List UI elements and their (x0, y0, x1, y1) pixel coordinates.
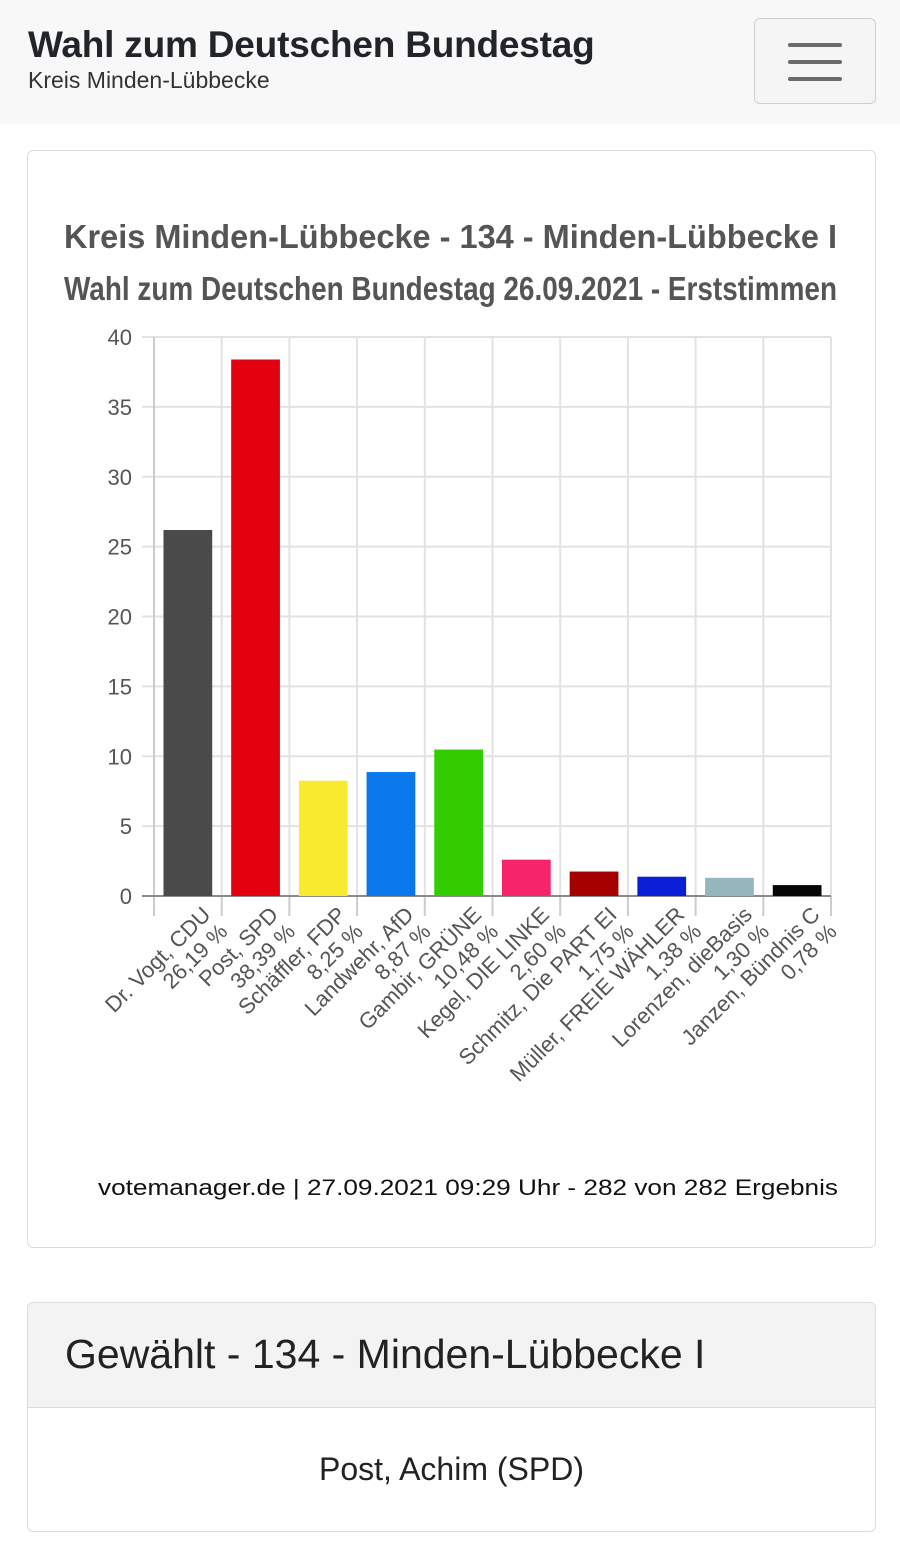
y-tick-label: 25 (108, 535, 132, 560)
elected-title: Gewählt - 134 - Minden-Lübbecke I (65, 1331, 706, 1377)
chart-card: 0 5 10 15 20 25 30 35 40 Dr. Vogt, CDU26,19 % Post… (27, 150, 876, 1248)
bar-5 (434, 749, 484, 896)
top-navbar: Wahl zum Deutschen Bundestag Kreis Minde… (0, 0, 900, 124)
y-tick-label: 5 (120, 814, 132, 839)
bar-10 (772, 885, 822, 896)
bar-9 (705, 877, 754, 896)
hamburger-menu-icon (788, 43, 842, 47)
bar-4 (366, 772, 416, 896)
elected-card: Gewählt - 134 - Minden-Lübbecke I Post, … (27, 1302, 876, 1532)
y-tick-label: 0 (120, 884, 132, 909)
bar-3 (298, 780, 348, 896)
y-tick-label: 15 (108, 674, 132, 699)
hamburger-menu-icon-middle (788, 60, 842, 64)
bar-7 (569, 871, 619, 896)
bar-1 (163, 529, 213, 896)
bar-6 (501, 859, 551, 896)
elected-winner: Post, Achim (SPD) (319, 1451, 584, 1487)
source-note[interactable]: votemanager.de | 27.09.2021 09:29 Uhr - … (98, 1175, 838, 1200)
page-title[interactable]: Wahl zum Deutschen Bundestag (28, 24, 595, 65)
y-tick-label: 40 (108, 325, 132, 350)
menu-toggle-button[interactable] (754, 18, 876, 104)
y-tick-label: 20 (108, 605, 132, 630)
bar-2 (231, 359, 280, 896)
y-tick-label: 35 (108, 395, 132, 420)
page-subtitle: Kreis Minden-Lübbecke (28, 67, 270, 93)
elected-card-header: Gewählt - 134 - Minden-Lübbecke I (28, 1303, 875, 1408)
hamburger-menu-icon-bottom (788, 77, 842, 81)
chart-bars (163, 359, 822, 896)
elected-card-body: Post, Achim (SPD) (28, 1409, 875, 1531)
chart-title: Kreis Minden-Lübbecke - 134 - Minden-Lüb… (64, 218, 837, 255)
y-tick-label: 10 (108, 744, 132, 769)
bar-8 (637, 876, 687, 896)
chart-subtitle: Wahl zum Deutschen Bundestag 26.09.2021 … (64, 270, 837, 307)
y-tick-label: 30 (108, 465, 132, 490)
